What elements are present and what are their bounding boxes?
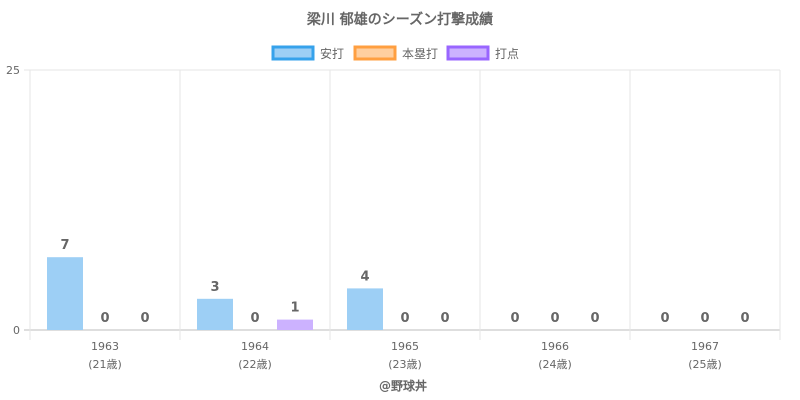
data-label-本塁打-1964: 0 [250,311,259,326]
x-tick-sublabel-5: (25歳) [688,358,722,371]
data-label-安打-1967: 0 [660,311,669,326]
x-tick-label-1: 1963 [91,340,119,353]
x-tick-label-3: 1965 [391,340,419,353]
data-label-安打-1965: 4 [360,269,369,284]
data-label-本塁打-1963: 0 [100,311,109,326]
credit-text: @野球丼 [379,378,427,393]
data-label-安打-1964: 3 [210,280,219,295]
grid [24,69,781,340]
data-label-安打-1966: 0 [510,311,519,326]
x-tick-sublabel-1: (21歳) [88,358,122,371]
bars [47,257,383,330]
legend: 安打 本塁打 打点 [271,45,519,61]
data-label-打点-1965: 0 [440,311,449,326]
data-label-打点-1963: 0 [140,311,149,326]
legend-swatch-3 [446,45,490,61]
value-labels: 7 3 4 0 0 0 0 0 0 0 0 1 0 0 0 [60,238,749,326]
data-label-本塁打-1966: 0 [550,311,559,326]
bar-安打-1964 [197,298,233,330]
data-label-安打-1963: 7 [60,238,69,253]
y-tick-label-1: 25 [6,64,20,77]
legend-swatch-1 [271,45,315,61]
x-tick-sublabel-3: (23歳) [388,358,422,371]
legend-label-2: 本塁打 [402,47,438,61]
x-tick-label-5: 1967 [691,340,719,353]
x-tick-label-2: 1964 [241,340,269,353]
chart-title: 梁川 郁雄のシーズン打撃成績 [306,11,493,28]
data-label-打点-1964: 1 [290,301,299,316]
data-label-本塁打-1967: 0 [700,311,709,326]
y-axis: 0 25 [6,64,20,337]
x-tick-sublabel-4: (24歳) [538,358,572,371]
bar-打点-1964 [277,319,313,330]
x-tick-sublabel-2: (22歳) [238,358,272,371]
data-label-本塁打-1965: 0 [400,311,409,326]
x-tick-label-4: 1966 [541,340,569,353]
legend-label-3: 打点 [495,47,519,61]
y-tick-label-0: 0 [13,324,20,337]
x-axis: 1963 (21歳) 1964 (22歳) 1965 (23歳) 1966 (24歳) 1967… [88,340,722,371]
data-label-打点-1966: 0 [590,311,599,326]
data-label-打点-1967: 0 [740,311,749,326]
legend-label-1: 安打 [320,46,344,61]
legend-swatch-2 [353,45,397,61]
bar-安打-1963 [47,257,83,330]
bar-安打-1965 [347,288,383,330]
